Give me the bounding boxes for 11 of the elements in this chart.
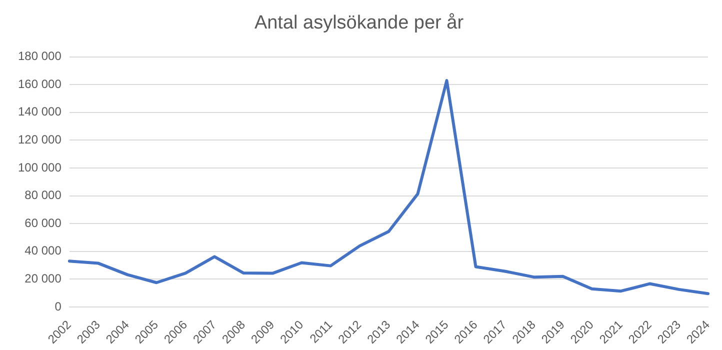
y-tick-label: 180 000 bbox=[18, 49, 62, 64]
y-tick-label: 160 000 bbox=[18, 76, 62, 91]
y-tick-label: 80 000 bbox=[24, 188, 62, 202]
y-tick-label: 40 000 bbox=[24, 244, 62, 258]
y-tick-label: 100 000 bbox=[18, 160, 62, 174]
y-tick-label: 120 000 bbox=[18, 132, 62, 146]
y-tick-label: 60 000 bbox=[24, 216, 62, 230]
y-tick-label: 0 bbox=[54, 299, 62, 314]
chart-title: Antal asylsökande per år bbox=[254, 12, 464, 34]
y-tick-label: 20 000 bbox=[24, 271, 62, 286]
y-tick-label: 140 000 bbox=[18, 104, 62, 119]
